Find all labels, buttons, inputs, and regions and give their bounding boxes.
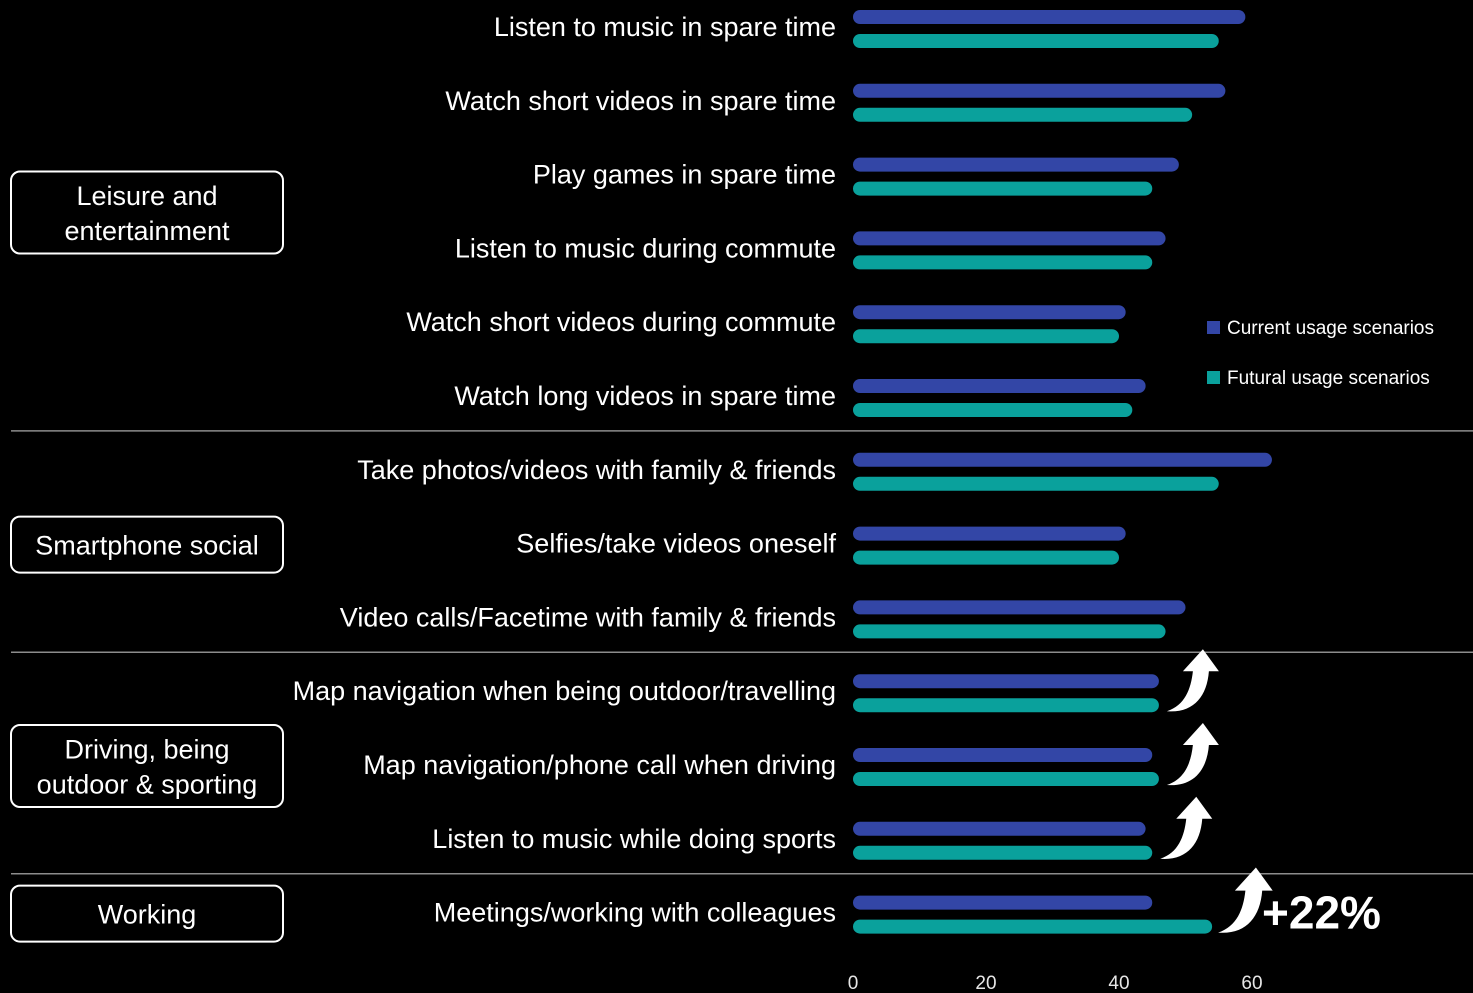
group-box — [10, 170, 284, 255]
group-separators — [11, 430, 1473, 875]
up-arrow-icon — [1166, 723, 1219, 786]
bar-future — [853, 34, 1219, 48]
bar-future — [853, 772, 1159, 786]
category-label: Watch short videos in spare time — [445, 86, 836, 116]
category-label: Selfies/take videos oneself — [516, 529, 836, 559]
arrows: +22% — [1160, 649, 1381, 939]
up-arrow-icon — [1218, 867, 1273, 933]
bar-future — [853, 550, 1119, 565]
category-label: Listen to music in spare time — [494, 12, 836, 42]
group-label: Smartphone social — [35, 531, 259, 561]
bar-current — [853, 452, 1272, 467]
category-label: Map navigation when being outdoor/travel… — [293, 676, 836, 706]
legend-label: Current usage scenarios — [1227, 318, 1434, 339]
bar-current — [853, 748, 1153, 762]
bar-future — [853, 255, 1153, 270]
bar-future — [853, 919, 1213, 934]
category-labels: Listen to music in spare time Watch short… — [293, 12, 837, 928]
legend-label: Futural usage scenarios — [1227, 368, 1430, 389]
legend-swatch — [1207, 321, 1220, 334]
bar-current — [853, 10, 1246, 24]
category-label: Meetings/working with colleagues — [434, 898, 836, 928]
bar-current — [853, 231, 1166, 246]
bar-current — [853, 600, 1186, 615]
group-label: Leisure and — [76, 181, 217, 211]
up-arrow-icon — [1166, 649, 1219, 712]
bar-current — [853, 526, 1126, 541]
group-label: outdoor & sporting — [37, 770, 258, 800]
bar-current — [853, 83, 1226, 98]
group-label: Working — [98, 900, 197, 930]
bar-current — [853, 895, 1153, 910]
category-label: Take photos/videos with family & friends — [357, 455, 836, 485]
category-label: Play games in spare time — [533, 160, 836, 190]
bar-future — [853, 476, 1219, 491]
bar-future — [853, 698, 1159, 713]
group-label: Driving, being — [64, 735, 229, 765]
group-box — [10, 515, 284, 574]
category-label: Listen to music during commute — [455, 233, 836, 263]
x-tick-label: 40 — [1108, 973, 1129, 993]
up-arrow-icon — [1160, 796, 1213, 859]
bar-future — [853, 181, 1153, 196]
x-tick-label: 20 — [975, 973, 996, 993]
category-label: Watch short videos during commute — [406, 307, 836, 337]
group-box — [10, 724, 284, 808]
legend: Current usage scenarios Futural usage sce… — [1207, 318, 1434, 389]
bar-current — [853, 379, 1146, 393]
bar-current — [853, 157, 1179, 172]
bar-future — [853, 329, 1119, 344]
x-tick-label: 60 — [1241, 973, 1262, 993]
bar-current — [853, 821, 1146, 836]
category-label: Listen to music while doing sports — [432, 824, 836, 854]
category-label: Watch long videos in spare time — [454, 381, 836, 411]
legend-swatch — [1207, 371, 1220, 384]
bars — [853, 10, 1272, 934]
group-label: entertainment — [64, 216, 230, 246]
group-boxes: Leisure and entertainment Smartphone socia… — [10, 170, 284, 943]
bar-future — [853, 107, 1193, 122]
category-label: Video calls/Facetime with family & frien… — [340, 602, 836, 632]
x-axis: 0 20 40 60 — [848, 973, 1263, 993]
bar-future — [853, 403, 1133, 417]
bar-future — [853, 845, 1153, 860]
bar-current — [853, 305, 1126, 320]
bar-current — [853, 674, 1159, 689]
group-box — [10, 884, 284, 943]
bar-future — [853, 624, 1166, 639]
callout-text: +22% — [1262, 887, 1381, 939]
x-tick-label: 0 — [848, 973, 859, 993]
category-label: Map navigation/phone call when driving — [363, 750, 836, 780]
